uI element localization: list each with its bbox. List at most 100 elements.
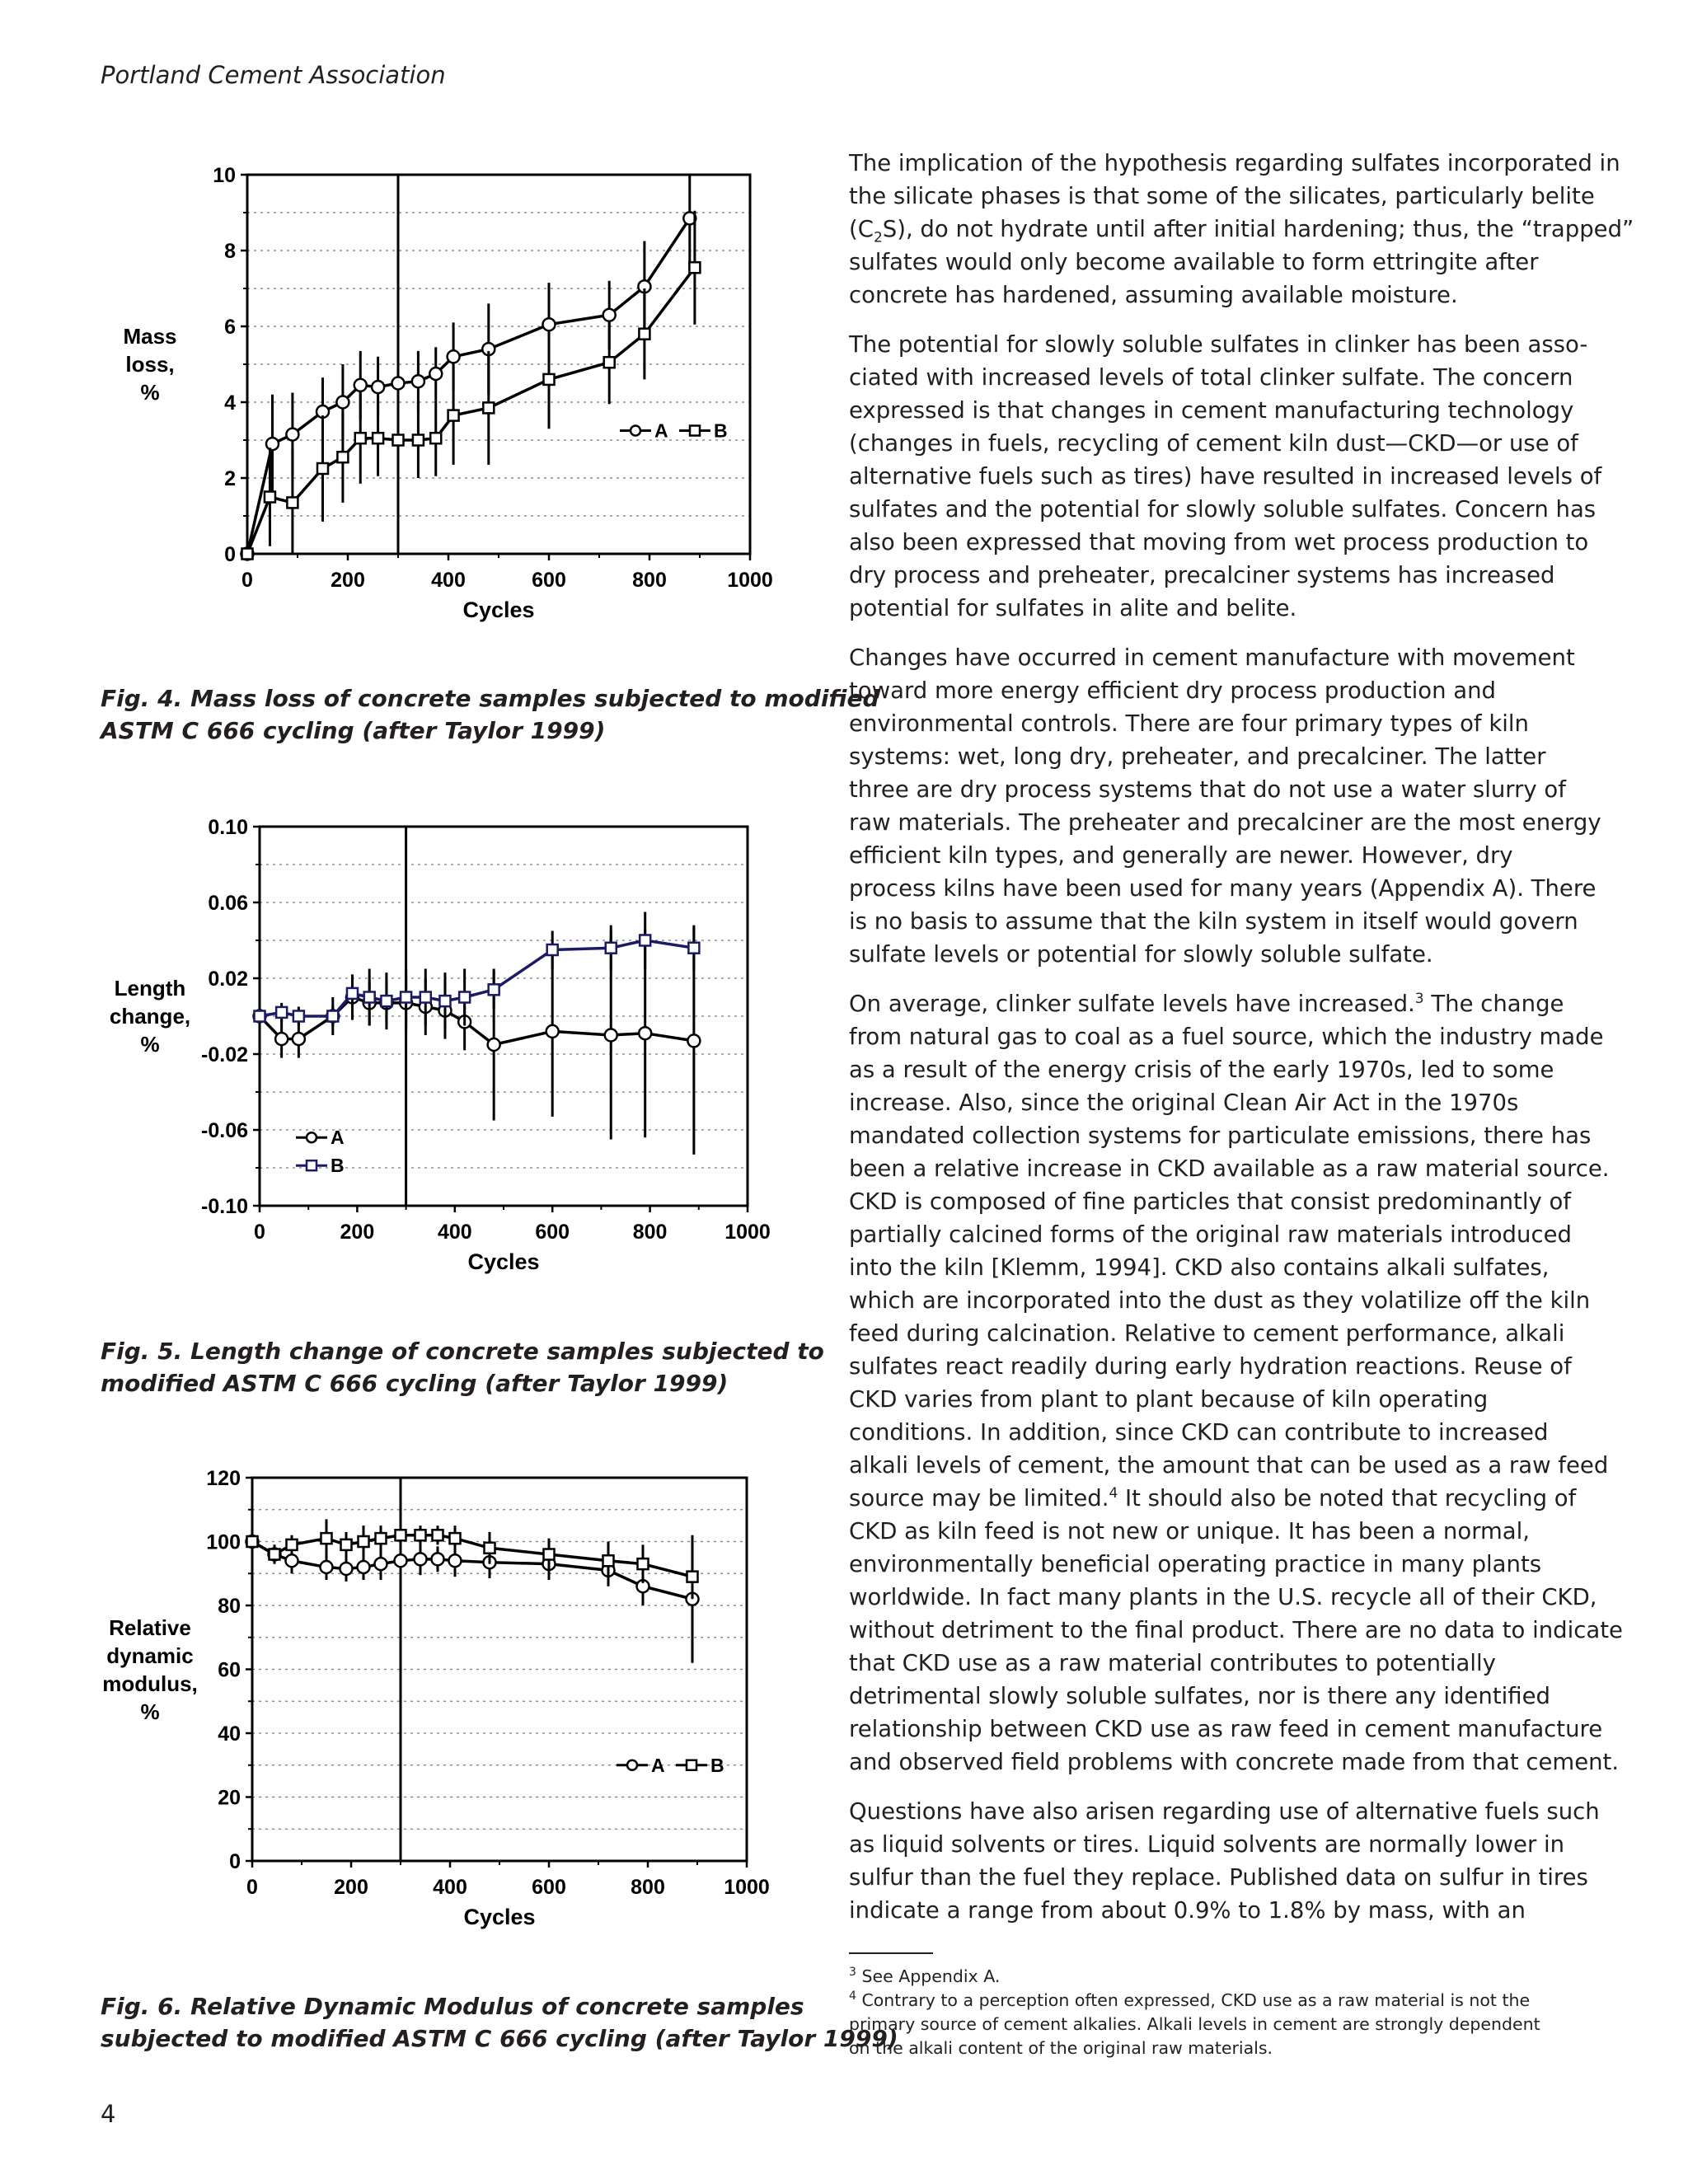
data-point <box>253 1010 266 1023</box>
figure-5-chart: -0.10 -0.06 -0.02 0.02 0.06 0.10 0 200 400 600 800… <box>110 816 771 1274</box>
data-point <box>320 1531 333 1545</box>
data-point <box>291 1031 307 1047</box>
data-point <box>336 450 349 464</box>
x-tick-label: 0 <box>241 569 253 592</box>
caption-line: ASTM C 666 cycling (after Taylor 1999) <box>101 717 606 744</box>
series-B <box>246 1519 699 1600</box>
legend-label: A <box>651 1755 665 1776</box>
footnote: 3 See Appendix A. <box>849 1966 1001 1986</box>
data-point <box>354 431 367 445</box>
body-paragraph: Questions have also arisen regarding use… <box>849 1798 1600 1924</box>
x-tick-label: 1000 <box>727 569 773 592</box>
data-point <box>687 1033 701 1048</box>
data-point <box>446 349 461 364</box>
data-point <box>363 991 376 1004</box>
series-B <box>253 912 701 1030</box>
body-text: The implication of the hypothesis regard… <box>849 147 1634 1943</box>
x-tick-label: 600 <box>532 1876 566 1899</box>
y-tick-label: 8 <box>224 240 236 263</box>
y-tick-label: 10 <box>213 164 236 187</box>
data-point <box>483 1541 496 1554</box>
data-point <box>429 431 443 445</box>
data-point <box>316 462 330 476</box>
legend: AB <box>296 1127 345 1176</box>
data-point <box>286 496 299 509</box>
x-tick-label: 400 <box>433 1876 467 1899</box>
x-tick-label: 1000 <box>724 1876 770 1899</box>
y-axis-label: % <box>140 380 159 405</box>
data-point <box>373 1556 388 1572</box>
data-point <box>638 934 652 947</box>
y-axis-label: Length <box>115 976 186 1001</box>
y-tick-label: 0 <box>229 1850 241 1873</box>
series-A <box>252 926 701 1155</box>
data-point <box>268 1548 281 1561</box>
legend-label: B <box>331 1155 345 1176</box>
x-axis-label: Cycles <box>462 598 534 622</box>
y-tick-label: -0.06 <box>201 1119 248 1142</box>
series-line <box>246 266 696 555</box>
footnote-rule <box>849 1952 933 1954</box>
x-tick-label: 0 <box>246 1876 258 1899</box>
x-tick-label: 800 <box>632 569 667 592</box>
data-point <box>380 994 393 1008</box>
x-tick-label: 400 <box>438 1221 472 1244</box>
body-paragraph: The implication of the hypothesis regard… <box>849 150 1634 308</box>
series-B <box>241 210 701 560</box>
y-axis-label: % <box>140 1699 159 1724</box>
data-point <box>687 941 701 954</box>
legend-label: B <box>714 420 728 442</box>
x-tick-label: 600 <box>535 1221 570 1244</box>
data-point <box>482 401 495 415</box>
data-point <box>604 941 617 954</box>
legend-marker <box>305 1159 318 1172</box>
data-point <box>284 1554 299 1568</box>
data-point <box>292 1010 306 1023</box>
legend-label: A <box>331 1127 345 1148</box>
series-A <box>245 1534 700 1663</box>
data-point <box>603 355 616 369</box>
data-point <box>438 994 452 1008</box>
caption-line: Fig. 6. Relative Dynamic Modulus of conc… <box>101 1993 804 2020</box>
data-point <box>430 1552 445 1567</box>
data-point <box>457 991 471 1004</box>
y-tick-label: 4 <box>224 391 236 415</box>
series-line <box>246 217 692 555</box>
figure-5-caption: Fig. 5. Length change of concrete sample… <box>101 1335 824 1399</box>
data-point <box>335 395 350 410</box>
legend-marker <box>305 1131 318 1144</box>
series-line <box>258 996 695 1047</box>
x-axis-label: Cycles <box>463 1905 535 1929</box>
data-point <box>545 1024 560 1039</box>
figure-6-caption: Fig. 6. Relative Dynamic Modulus of conc… <box>101 1990 898 2055</box>
y-tick-label: 2 <box>224 467 236 490</box>
data-point <box>410 373 426 389</box>
y-axis-label: Mass <box>123 324 176 349</box>
x-tick-label: 0 <box>254 1221 265 1244</box>
data-point <box>370 379 386 395</box>
y-tick-label: 80 <box>218 1595 241 1618</box>
caption-line: modified ASTM C 666 cycling (after Taylo… <box>101 1370 729 1397</box>
footnote: 4 Contrary to a perception often express… <box>849 1990 1540 2058</box>
data-point <box>394 1529 407 1542</box>
data-point <box>636 1557 649 1571</box>
figure-6-chart: 0 20 40 60 80 100 120 0 200 400 600 800 1000 Cycles Re… <box>102 1467 770 1929</box>
data-point <box>546 943 559 957</box>
data-point <box>371 431 385 445</box>
page-number: 4 <box>101 2100 116 2128</box>
data-point <box>603 1028 618 1043</box>
x-tick-label: 600 <box>532 569 566 592</box>
y-tick-label: 6 <box>224 316 236 339</box>
data-point <box>356 1559 371 1575</box>
y-tick-label: 0.10 <box>208 816 248 839</box>
figure-4-caption: Fig. 4. Mass loss of concrete samples su… <box>101 682 879 747</box>
x-tick-label: 200 <box>331 569 365 592</box>
y-axis-label: loss, <box>125 352 174 377</box>
x-tick-label: 200 <box>334 1876 368 1899</box>
body-paragraph: Changes have occurred in cement manufact… <box>849 644 1601 968</box>
caption-line: Fig. 4. Mass loss of concrete samples su… <box>101 685 879 712</box>
y-axis-label: change, <box>110 1004 190 1029</box>
y-axis-label: % <box>140 1032 159 1057</box>
